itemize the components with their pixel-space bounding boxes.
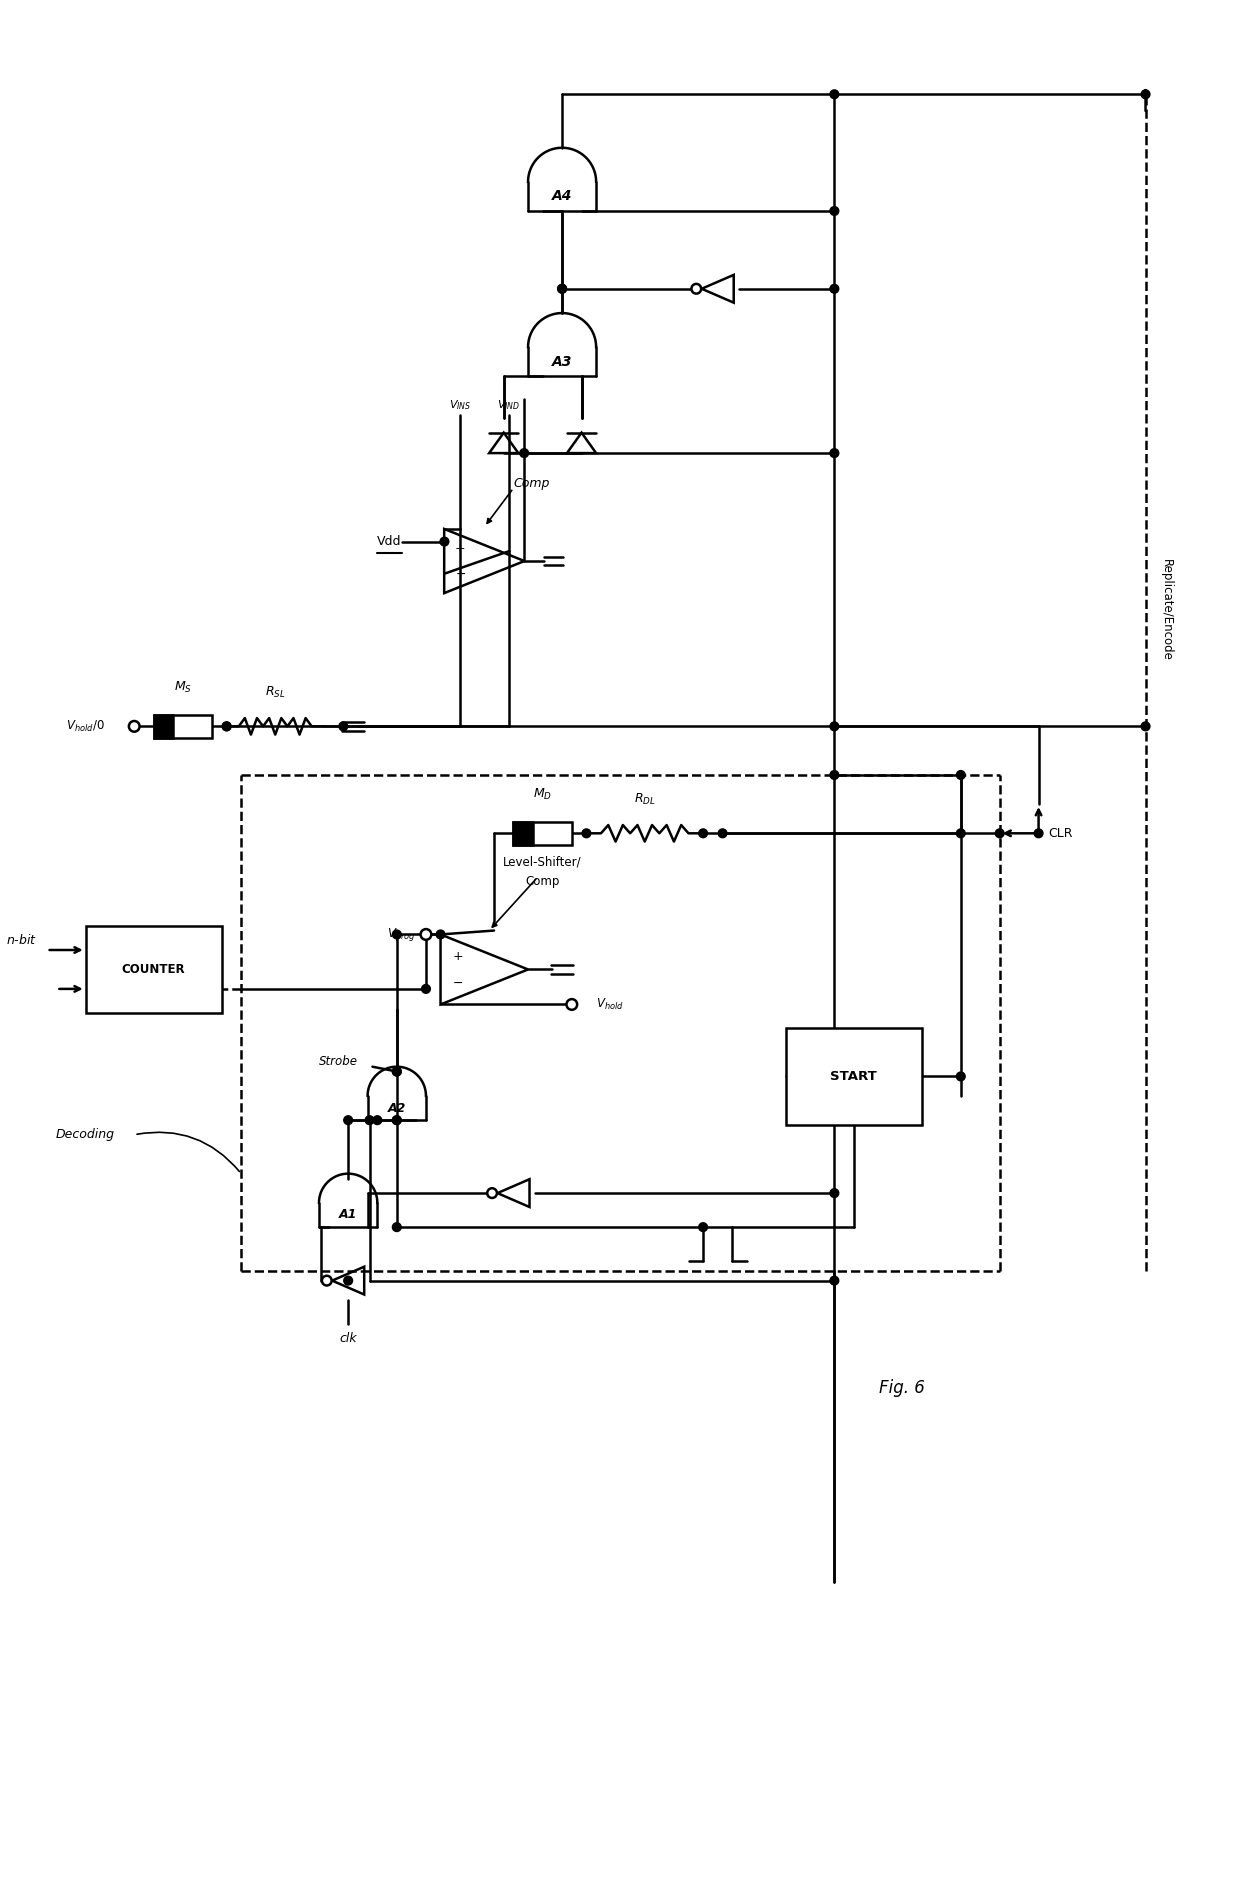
Circle shape xyxy=(392,1115,402,1125)
Text: Strobe: Strobe xyxy=(319,1054,358,1068)
Circle shape xyxy=(830,1189,838,1197)
Text: Level-Shifter/: Level-Shifter/ xyxy=(503,857,582,868)
Text: +: + xyxy=(455,542,465,555)
Circle shape xyxy=(698,828,708,838)
Circle shape xyxy=(222,722,231,732)
Circle shape xyxy=(392,1115,402,1125)
Circle shape xyxy=(692,283,701,294)
Circle shape xyxy=(996,828,1004,838)
Bar xyxy=(513,821,533,846)
Circle shape xyxy=(830,448,838,458)
Circle shape xyxy=(322,1275,331,1286)
Circle shape xyxy=(392,931,402,939)
Circle shape xyxy=(392,1068,402,1075)
Circle shape xyxy=(222,722,231,732)
Circle shape xyxy=(339,722,347,732)
Text: $V_{hold}/0$: $V_{hold}/0$ xyxy=(66,718,105,733)
Text: START: START xyxy=(831,1070,877,1083)
Text: $V_{prog}$: $V_{prog}$ xyxy=(387,925,415,942)
Circle shape xyxy=(487,1188,497,1199)
Text: $V_{INS}$: $V_{INS}$ xyxy=(449,399,471,412)
Text: A2: A2 xyxy=(388,1102,405,1115)
Circle shape xyxy=(343,1115,352,1125)
Circle shape xyxy=(520,448,528,458)
Circle shape xyxy=(830,89,838,99)
Circle shape xyxy=(558,285,567,293)
Circle shape xyxy=(373,1115,382,1125)
Bar xyxy=(154,714,172,737)
Circle shape xyxy=(830,285,838,293)
Circle shape xyxy=(365,1115,374,1125)
Circle shape xyxy=(420,929,432,940)
Text: $-$: $-$ xyxy=(455,566,466,580)
Circle shape xyxy=(392,1068,402,1075)
Text: COUNTER: COUNTER xyxy=(122,963,186,977)
Circle shape xyxy=(392,1224,402,1231)
Circle shape xyxy=(567,999,577,1009)
Circle shape xyxy=(956,828,965,838)
Text: Comp: Comp xyxy=(526,876,559,889)
Circle shape xyxy=(582,828,590,838)
Text: $R_{SL}$: $R_{SL}$ xyxy=(265,684,285,699)
Text: $V_{IND}$: $V_{IND}$ xyxy=(497,399,521,412)
Circle shape xyxy=(830,207,838,215)
Text: Fig. 6: Fig. 6 xyxy=(879,1379,925,1396)
Text: $R_{DL}$: $R_{DL}$ xyxy=(634,792,656,808)
Circle shape xyxy=(343,1277,352,1284)
Circle shape xyxy=(558,285,567,293)
Circle shape xyxy=(1141,89,1149,99)
Text: $M_S$: $M_S$ xyxy=(174,680,192,695)
Bar xyxy=(86,925,222,1013)
Circle shape xyxy=(129,720,140,732)
Text: CLR: CLR xyxy=(1048,826,1073,840)
Text: A4: A4 xyxy=(552,190,573,203)
Text: $n$-$bit$: $n$-$bit$ xyxy=(6,933,37,948)
Circle shape xyxy=(830,1277,838,1284)
Bar xyxy=(786,1028,921,1125)
Text: +: + xyxy=(453,950,464,963)
Circle shape xyxy=(1034,828,1043,838)
Circle shape xyxy=(436,931,445,939)
Bar xyxy=(154,714,212,737)
Text: clk: clk xyxy=(340,1332,357,1345)
Circle shape xyxy=(830,771,838,779)
Circle shape xyxy=(1141,722,1149,732)
Circle shape xyxy=(698,1224,708,1231)
Text: Decoding: Decoding xyxy=(56,1129,115,1142)
Circle shape xyxy=(718,828,727,838)
Text: Vdd: Vdd xyxy=(377,536,402,547)
Circle shape xyxy=(956,771,965,779)
Text: $M_D$: $M_D$ xyxy=(533,787,552,802)
Text: A3: A3 xyxy=(552,355,573,369)
Circle shape xyxy=(830,722,838,732)
Text: Comp: Comp xyxy=(513,477,549,490)
Circle shape xyxy=(440,538,449,545)
Text: $-$: $-$ xyxy=(453,977,464,990)
Text: Replicate/Encode: Replicate/Encode xyxy=(1161,559,1173,661)
Circle shape xyxy=(422,984,430,994)
Text: $V_{hold}$: $V_{hold}$ xyxy=(596,998,624,1013)
Text: A1: A1 xyxy=(339,1208,357,1222)
Circle shape xyxy=(956,1072,965,1081)
Bar xyxy=(513,821,572,846)
